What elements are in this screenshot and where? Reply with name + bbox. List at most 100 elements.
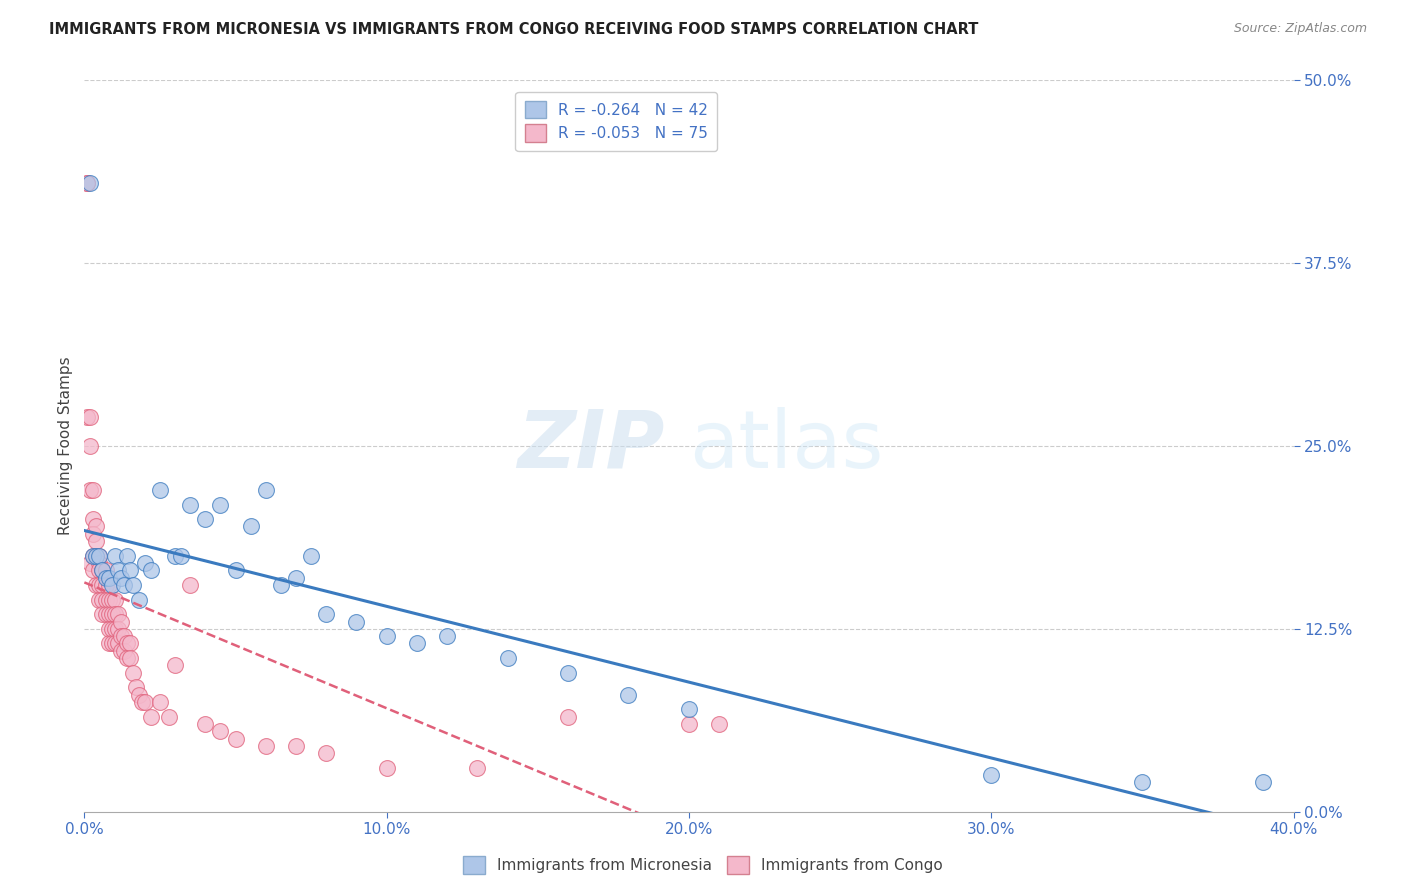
Point bbox=[678, 702, 700, 716]
Point bbox=[82, 549, 104, 563]
Point bbox=[100, 592, 122, 607]
Point bbox=[91, 607, 114, 622]
Point bbox=[115, 636, 138, 650]
Point bbox=[110, 571, 132, 585]
Point bbox=[76, 409, 98, 424]
Point bbox=[112, 629, 135, 643]
Point bbox=[89, 563, 111, 577]
Point bbox=[285, 571, 308, 585]
Point bbox=[165, 549, 187, 563]
Point bbox=[209, 724, 232, 739]
Point bbox=[980, 768, 1002, 782]
Text: ZIP: ZIP bbox=[517, 407, 665, 485]
Point bbox=[94, 563, 117, 577]
Point bbox=[86, 519, 108, 533]
Point bbox=[76, 176, 98, 190]
Point bbox=[557, 665, 579, 680]
Point bbox=[94, 571, 117, 585]
Legend: Immigrants from Micronesia, Immigrants from Congo: Immigrants from Micronesia, Immigrants f… bbox=[457, 850, 949, 880]
Point bbox=[254, 739, 277, 753]
Point bbox=[89, 549, 111, 563]
Point bbox=[134, 556, 156, 570]
Point bbox=[79, 439, 101, 453]
Point bbox=[315, 607, 337, 622]
Point bbox=[76, 176, 98, 190]
Point bbox=[121, 665, 143, 680]
Point bbox=[115, 651, 138, 665]
Point bbox=[110, 644, 132, 658]
Point bbox=[179, 498, 201, 512]
Point bbox=[149, 695, 172, 709]
Text: Source: ZipAtlas.com: Source: ZipAtlas.com bbox=[1233, 22, 1367, 36]
Point bbox=[225, 563, 247, 577]
Point bbox=[97, 607, 120, 622]
Point bbox=[139, 563, 162, 577]
Point bbox=[100, 578, 122, 592]
Point bbox=[91, 563, 114, 577]
Point bbox=[79, 409, 101, 424]
Point bbox=[617, 688, 640, 702]
Point bbox=[496, 651, 519, 665]
Point bbox=[139, 709, 162, 723]
Point bbox=[100, 607, 122, 622]
Point bbox=[346, 615, 368, 629]
Point bbox=[406, 636, 429, 650]
Point bbox=[709, 717, 731, 731]
Point bbox=[131, 695, 153, 709]
Point bbox=[1253, 775, 1275, 789]
Point bbox=[86, 549, 108, 563]
Point bbox=[110, 615, 132, 629]
Point bbox=[100, 622, 122, 636]
Point bbox=[86, 534, 108, 549]
Point bbox=[82, 526, 104, 541]
Point bbox=[467, 761, 489, 775]
Point bbox=[91, 563, 114, 577]
Point bbox=[134, 695, 156, 709]
Point bbox=[94, 578, 117, 592]
Point bbox=[149, 483, 172, 497]
Point bbox=[118, 636, 141, 650]
Point bbox=[557, 709, 579, 723]
Point bbox=[112, 578, 135, 592]
Point bbox=[104, 622, 127, 636]
Point bbox=[82, 512, 104, 526]
Point bbox=[79, 176, 101, 190]
Point bbox=[86, 549, 108, 563]
Point bbox=[97, 592, 120, 607]
Point bbox=[118, 651, 141, 665]
Point bbox=[209, 498, 232, 512]
Point bbox=[115, 549, 138, 563]
Point bbox=[170, 549, 193, 563]
Point bbox=[678, 717, 700, 731]
Point bbox=[82, 483, 104, 497]
Point bbox=[128, 688, 150, 702]
Point bbox=[128, 592, 150, 607]
Point bbox=[91, 578, 114, 592]
Point bbox=[94, 607, 117, 622]
Point bbox=[97, 636, 120, 650]
Point bbox=[194, 717, 217, 731]
Point bbox=[107, 563, 129, 577]
Point bbox=[1130, 775, 1153, 789]
Point bbox=[285, 739, 308, 753]
Text: IMMIGRANTS FROM MICRONESIA VS IMMIGRANTS FROM CONGO RECEIVING FOOD STAMPS CORREL: IMMIGRANTS FROM MICRONESIA VS IMMIGRANTS… bbox=[49, 22, 979, 37]
Point bbox=[225, 731, 247, 746]
Point bbox=[79, 556, 101, 570]
Point bbox=[107, 636, 129, 650]
Point bbox=[436, 629, 458, 643]
Point bbox=[165, 658, 187, 673]
Point bbox=[94, 592, 117, 607]
Point bbox=[107, 607, 129, 622]
Point bbox=[89, 549, 111, 563]
Point bbox=[107, 622, 129, 636]
Point bbox=[121, 578, 143, 592]
Point bbox=[97, 571, 120, 585]
Point bbox=[89, 556, 111, 570]
Point bbox=[299, 549, 322, 563]
Point bbox=[157, 709, 180, 723]
Point bbox=[254, 483, 277, 497]
Point bbox=[270, 578, 292, 592]
Point bbox=[79, 483, 101, 497]
Point bbox=[97, 622, 120, 636]
Point bbox=[89, 592, 111, 607]
